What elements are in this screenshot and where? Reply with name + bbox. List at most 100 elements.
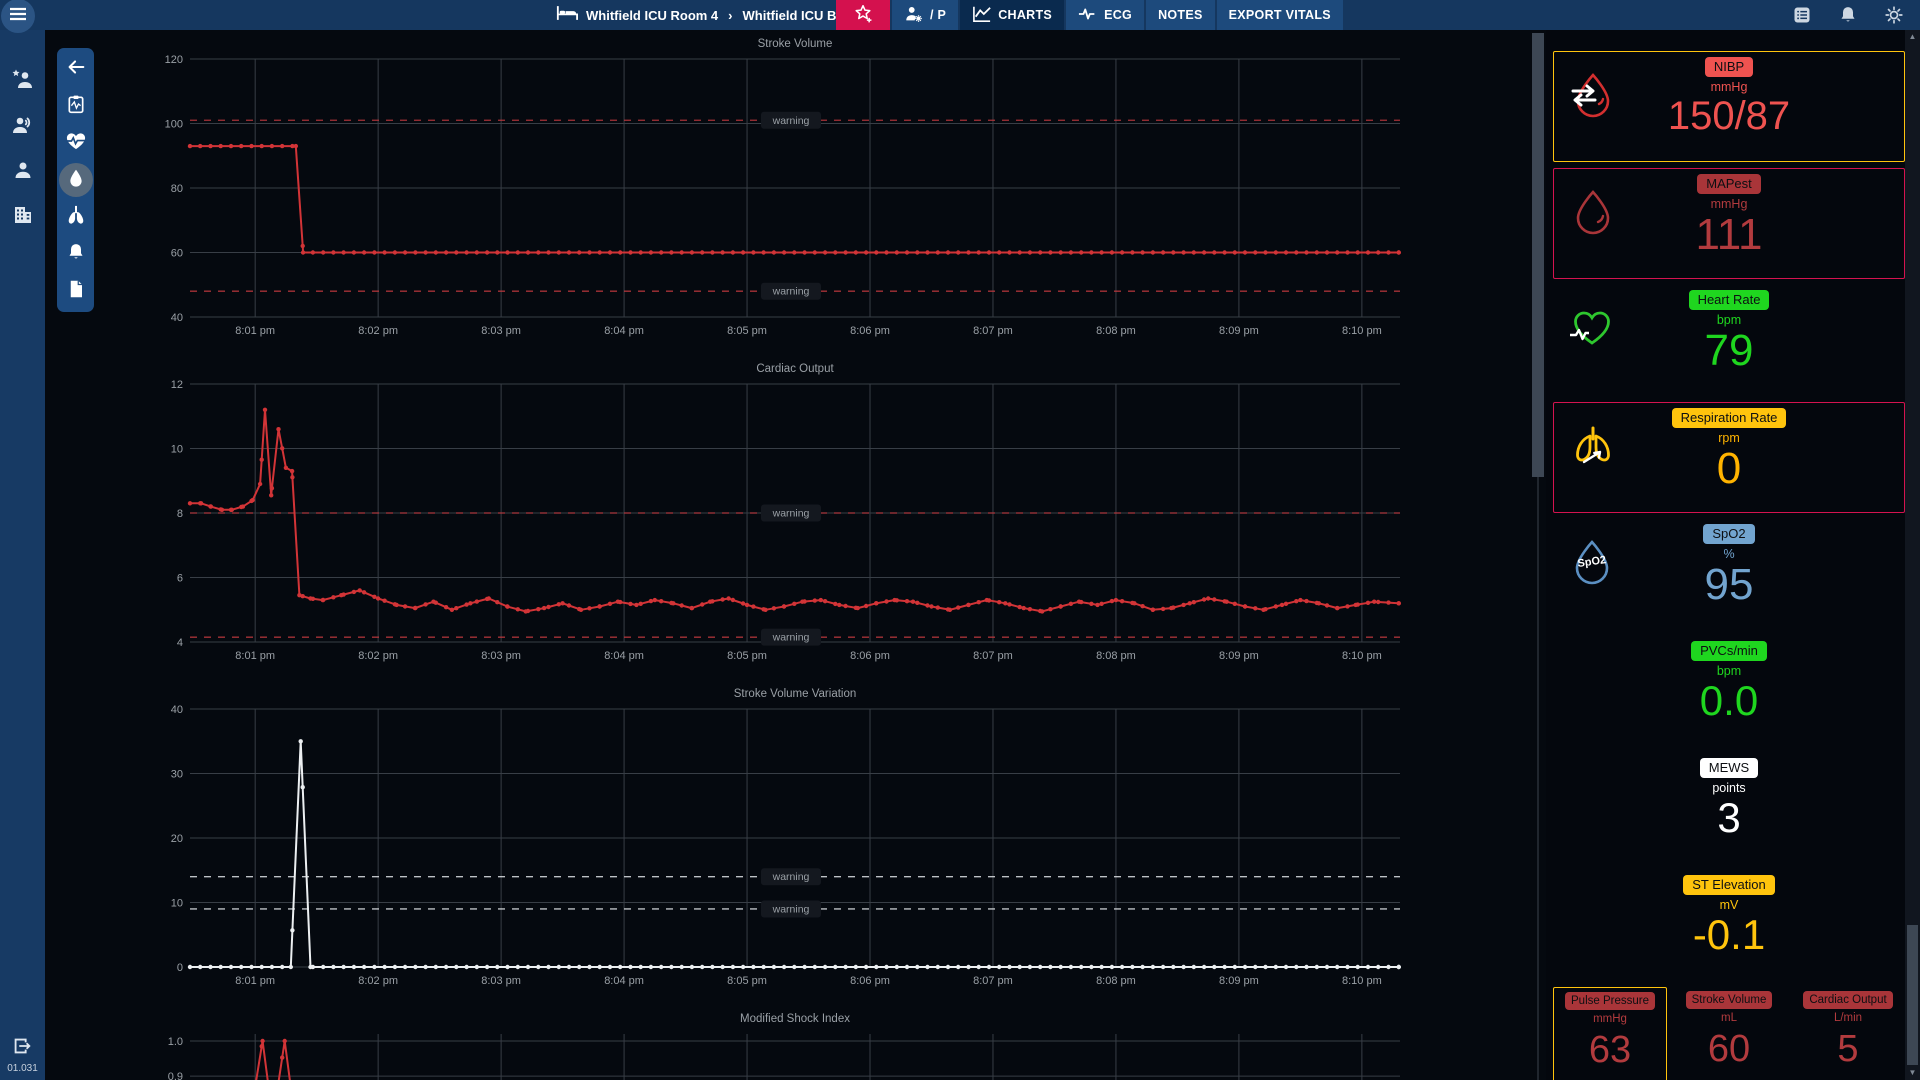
charts-scrollbar[interactable] bbox=[1532, 33, 1544, 1080]
tab-export-vitals[interactable]: EXPORT VITALS bbox=[1217, 0, 1343, 30]
tab-charts-label: CHARTS bbox=[998, 8, 1052, 22]
chart-stroke-volume: Stroke Volume4060801001208:01 pm8:02 pm8… bbox=[45, 33, 1546, 358]
sidebar-bottom: 01.031 bbox=[0, 1035, 45, 1074]
charts-scrollbar-track bbox=[1537, 477, 1539, 1080]
nibp-unit: mmHg bbox=[1711, 80, 1748, 94]
fluid-droplet-icon bbox=[67, 167, 85, 194]
pvcs-unit: bpm bbox=[1717, 664, 1741, 678]
y-tick-label: 40 bbox=[171, 704, 183, 716]
tab-charts[interactable]: CHARTS bbox=[960, 0, 1064, 30]
top-bar-buttons: / P CHARTS ECG NOTES EXPORT VITALS bbox=[836, 0, 1343, 30]
respiration-rate-value: 0 bbox=[1717, 447, 1741, 491]
tab-notes[interactable]: NOTES bbox=[1146, 0, 1215, 30]
x-tick-label: 8:06 pm bbox=[850, 975, 890, 987]
toolbar-lungs-button[interactable] bbox=[64, 205, 88, 229]
vitals-clipboard-icon bbox=[66, 93, 86, 120]
report-file-icon bbox=[67, 278, 85, 305]
series-line bbox=[190, 741, 1399, 967]
toolbar-heart-pulse-button[interactable] bbox=[64, 131, 88, 155]
x-tick-label: 8:02 pm bbox=[358, 325, 398, 337]
x-tick-label: 8:04 pm bbox=[604, 325, 644, 337]
x-tick-label: 8:08 pm bbox=[1096, 325, 1136, 337]
x-tick-label: 8:07 pm bbox=[973, 650, 1013, 662]
x-tick-label: 8:08 pm bbox=[1096, 975, 1136, 987]
x-tick-label: 8:04 pm bbox=[604, 650, 644, 662]
vital-tile-mews[interactable]: MEWSpoints3 bbox=[1553, 753, 1905, 864]
pvcs-label-badge: PVCs/min bbox=[1691, 641, 1767, 661]
left-sidebar: 01.031 bbox=[0, 30, 45, 1080]
toolbar-fluid-droplet-button[interactable] bbox=[64, 168, 88, 192]
y-tick-label: 60 bbox=[171, 248, 183, 260]
vital-tile-respiration-rate[interactable]: Respiration Raterpm0 bbox=[1553, 402, 1905, 513]
heart-pulse-green-icon bbox=[1568, 303, 1616, 351]
chart-modified-shock-index: Modified Shock Index0.40.50.60.70.80.91.… bbox=[45, 1008, 1546, 1080]
spo2-value: 95 bbox=[1705, 563, 1754, 607]
breadcrumb-room[interactable]: Whitfield ICU Room 4 bbox=[586, 8, 718, 23]
bell-icon[interactable] bbox=[1838, 5, 1858, 25]
x-tick-label: 8:09 pm bbox=[1219, 975, 1259, 987]
toolbar-vitals-clipboard-button[interactable] bbox=[64, 94, 88, 118]
tab-notes-label: NOTES bbox=[1158, 8, 1203, 22]
vital-tile-mapest[interactable]: MAPestmmHg111 bbox=[1553, 168, 1905, 279]
vital-tile-heart-rate[interactable]: Heart Ratebpm79 bbox=[1553, 285, 1905, 396]
y-tick-label: 12 bbox=[171, 379, 183, 391]
patient-voice-icon[interactable] bbox=[11, 113, 35, 137]
warning-label: warning bbox=[761, 900, 821, 917]
x-tick-label: 8:02 pm bbox=[358, 975, 398, 987]
nibp-value: 150/87 bbox=[1668, 96, 1790, 136]
top-bar-right-icons bbox=[1792, 0, 1904, 30]
charts-scrollbar-thumb[interactable] bbox=[1532, 33, 1544, 477]
settings-gear-icon[interactable] bbox=[1884, 5, 1904, 25]
lungs-yellow-icon bbox=[1569, 421, 1617, 469]
warning-label: warning bbox=[761, 283, 821, 300]
patient-add-icon[interactable] bbox=[11, 68, 35, 92]
toolbar-alarm-bell-button[interactable] bbox=[64, 242, 88, 266]
grid-list-icon[interactable] bbox=[1792, 5, 1812, 25]
svg-text:warning: warning bbox=[772, 632, 810, 644]
charts-area: Stroke Volume4060801001208:01 pm8:02 pm8… bbox=[45, 30, 1546, 1080]
heart-rate-label-badge: Heart Rate bbox=[1689, 290, 1770, 310]
facility-icon[interactable] bbox=[11, 203, 35, 227]
x-tick-label: 8:06 pm bbox=[850, 325, 890, 337]
scroll-up-icon[interactable]: ▲ bbox=[1905, 31, 1920, 43]
y-tick-label: 6 bbox=[177, 573, 183, 585]
favorite-button[interactable] bbox=[836, 0, 890, 30]
warning-label: warning bbox=[761, 629, 821, 646]
ecg-pulse-icon bbox=[1078, 6, 1098, 25]
scroll-down-icon[interactable]: ▼ bbox=[1905, 1067, 1920, 1079]
y-tick-label: 10 bbox=[171, 444, 183, 456]
x-tick-label: 8:07 pm bbox=[973, 325, 1013, 337]
x-tick-label: 8:03 pm bbox=[481, 650, 521, 662]
vital-tile-cardiac-output[interactable]: Cardiac OutputL/min5 bbox=[1791, 987, 1905, 1080]
patient-icon[interactable] bbox=[11, 158, 35, 182]
x-tick-label: 8:07 pm bbox=[973, 975, 1013, 987]
chart-title: Stroke Volume Variation bbox=[734, 688, 857, 700]
menu-button[interactable] bbox=[1, 0, 35, 33]
nibp-label-badge: NIBP bbox=[1705, 57, 1753, 77]
cardiac-output-unit: L/min bbox=[1834, 1012, 1862, 1024]
vital-tile-nibp[interactable]: NIBP mmHg 150/87 bbox=[1553, 51, 1905, 162]
toolbar-report-file-button[interactable] bbox=[64, 279, 88, 303]
vital-tile-pvcs[interactable]: PVCs/minbpm0.0 bbox=[1553, 636, 1905, 747]
mapest-value: 111 bbox=[1696, 213, 1763, 257]
pulse-pressure-value: 63 bbox=[1589, 1031, 1631, 1069]
x-tick-label: 8:08 pm bbox=[1096, 650, 1136, 662]
vitals-scrollbar[interactable]: ▲ ▼ bbox=[1905, 30, 1920, 1080]
toolbar-back-arrow-button[interactable] bbox=[64, 57, 88, 81]
vitals-scrollbar-thumb[interactable] bbox=[1907, 925, 1918, 1065]
profile-button-label: / P bbox=[930, 8, 946, 22]
x-tick-label: 8:01 pm bbox=[235, 325, 275, 337]
vital-tile-pulse-pressure[interactable]: Pulse PressuremmHg63 bbox=[1553, 987, 1667, 1080]
logout-icon[interactable] bbox=[11, 1035, 35, 1059]
mews-label-badge: MEWS bbox=[1700, 758, 1758, 778]
profile-button[interactable]: / P bbox=[892, 0, 958, 30]
heart-pulse-icon bbox=[65, 131, 87, 156]
lungs-icon bbox=[65, 205, 87, 230]
x-tick-label: 8:03 pm bbox=[481, 975, 521, 987]
vital-tile-stroke-volume[interactable]: Stroke VolumemL60 bbox=[1672, 987, 1786, 1080]
tab-ecg[interactable]: ECG bbox=[1066, 0, 1144, 30]
vitals-panel: NIBPmmHg150/87MAPestmmHg111Heart Ratebpm… bbox=[1553, 30, 1905, 1080]
vital-tile-spo2[interactable]: SpO2SpO2%95 bbox=[1553, 519, 1905, 630]
vital-tile-st-elevation[interactable]: ST ElevationmV-0.1 bbox=[1553, 870, 1905, 981]
respiration-rate-unit: rpm bbox=[1718, 431, 1740, 445]
